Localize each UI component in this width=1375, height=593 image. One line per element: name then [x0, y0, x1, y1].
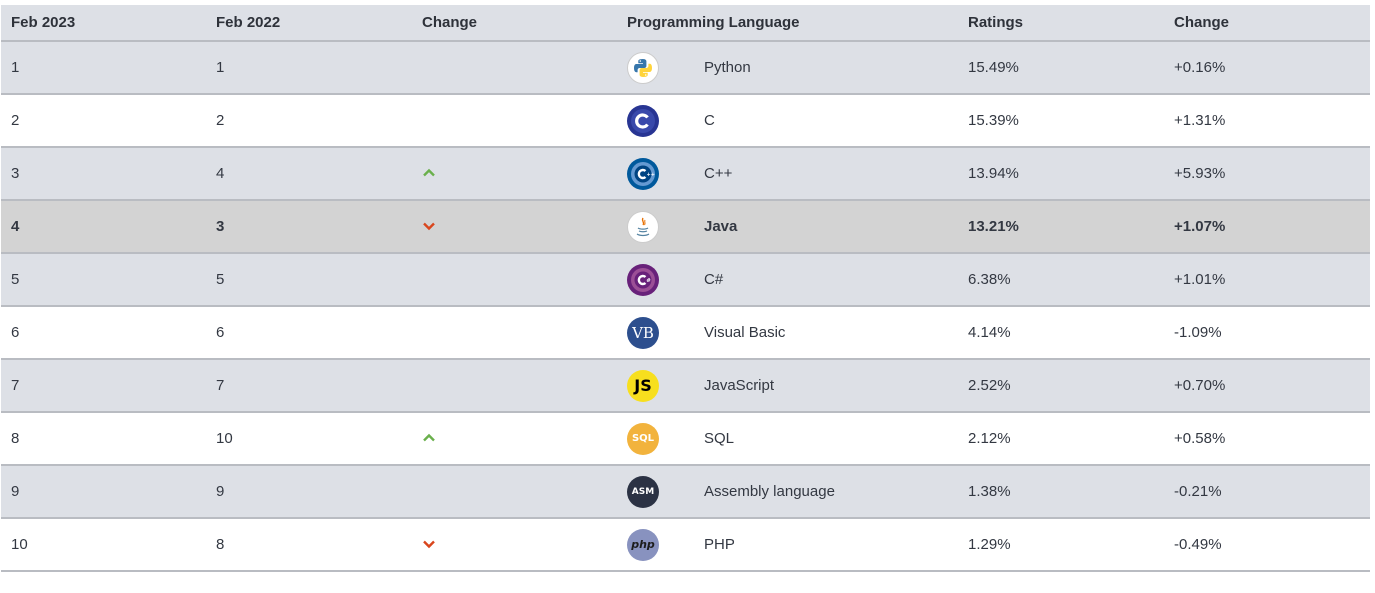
cpp-logo-icon: ++ [617, 147, 694, 200]
rank-change [412, 465, 617, 518]
rating-value: 15.49% [968, 59, 1019, 76]
rating-change: -1.09% [1174, 324, 1222, 341]
rank-change [412, 200, 617, 253]
rating-change: +1.01% [1174, 271, 1226, 288]
rank-previous: 7 [216, 377, 225, 394]
header-ratings[interactable]: Ratings [958, 5, 1164, 42]
rank-change [412, 306, 617, 359]
table-row: 4 3 Java 13.21% +1.07% [1, 200, 1370, 253]
php-logo-icon: php [617, 518, 694, 571]
table-row: 2 2 C 15.39% +1.31% [1, 94, 1370, 147]
rank-previous: 10 [216, 430, 233, 447]
rating-value: 15.39% [968, 112, 1019, 129]
c-logo-icon [617, 94, 694, 147]
rank-change [412, 253, 617, 306]
rating-change: +0.70% [1174, 377, 1226, 394]
svg-text:++: ++ [647, 172, 655, 178]
header-programming-language[interactable]: Programming Language [617, 5, 958, 42]
rating-change: +0.16% [1174, 59, 1226, 76]
table-row: 3 4 ++ C++ 13.94% +5.93% [1, 147, 1370, 200]
rank-previous: 1 [216, 59, 225, 76]
rating-value: 6.38% [968, 271, 1011, 288]
language-name[interactable]: PHP [704, 536, 735, 553]
rating-value: 2.52% [968, 377, 1011, 394]
table-row: 5 5 # C# 6.38% +1.01% [1, 253, 1370, 306]
rank-current: 8 [11, 430, 20, 447]
rating-change: +5.93% [1174, 165, 1226, 182]
tiobe-index-table: Feb 2023 Feb 2022 Change Programming Lan… [1, 5, 1370, 572]
rank-current: 2 [11, 112, 20, 129]
rank-change [412, 41, 617, 94]
rank-previous: 8 [216, 536, 225, 553]
language-name[interactable]: C++ [704, 165, 733, 182]
rating-value: 13.21% [968, 218, 1019, 235]
table-row: 7 7 JS JavaScript 2.52% +0.70% [1, 359, 1370, 412]
rating-value: 2.12% [968, 430, 1011, 447]
rating-change: -0.49% [1174, 536, 1222, 553]
header-feb-2022[interactable]: Feb 2022 [206, 5, 412, 42]
table-row: 10 8 php PHP 1.29% -0.49% [1, 518, 1370, 571]
python-logo-icon [617, 41, 694, 94]
rank-current: 5 [11, 271, 20, 288]
rating-change: +1.31% [1174, 112, 1226, 129]
language-name[interactable]: JavaScript [704, 377, 775, 394]
rating-change: +0.58% [1174, 430, 1226, 447]
rank-current: 7 [11, 377, 20, 394]
header-change[interactable]: Change [412, 5, 617, 42]
table-row: 9 9 ASM Assembly language 1.38% -0.21% [1, 465, 1370, 518]
js-logo-icon: JS [617, 359, 694, 412]
rating-value: 1.29% [968, 536, 1011, 553]
table-row: 8 10 SQL SQL 2.12% +0.58% [1, 412, 1370, 465]
asm-logo-icon: ASM [617, 465, 694, 518]
rating-value: 4.14% [968, 324, 1011, 341]
rank-previous: 9 [216, 483, 225, 500]
language-name[interactable]: Assembly language [704, 483, 835, 500]
rank-previous: 6 [216, 324, 225, 341]
language-name[interactable]: Python [704, 59, 751, 76]
sql-logo-icon: SQL [617, 412, 694, 465]
header-rating-change[interactable]: Change [1164, 5, 1370, 42]
rating-value: 13.94% [968, 165, 1019, 182]
csharp-logo-icon: # [617, 253, 694, 306]
vb-logo-icon: VB [617, 306, 694, 359]
java-logo-icon [617, 200, 694, 253]
rank-change [412, 147, 617, 200]
language-name[interactable]: SQL [704, 430, 735, 447]
language-name[interactable]: C# [704, 271, 724, 288]
rank-current: 6 [11, 324, 20, 341]
rank-change [412, 94, 617, 147]
rank-current: 4 [11, 218, 20, 235]
language-name[interactable]: Visual Basic [704, 324, 786, 341]
header-feb-2023[interactable]: Feb 2023 [1, 5, 206, 42]
rank-previous: 5 [216, 271, 225, 288]
language-name[interactable]: C [704, 112, 715, 129]
rating-change: +1.07% [1174, 218, 1226, 235]
rank-change [412, 359, 617, 412]
rating-change: -0.21% [1174, 483, 1222, 500]
rank-up-arrow-icon [422, 168, 436, 178]
rank-down-arrow-icon [422, 221, 436, 231]
rank-previous: 2 [216, 112, 225, 129]
rank-change [412, 518, 617, 571]
rank-current: 10 [11, 536, 28, 553]
rank-down-arrow-icon [422, 539, 436, 549]
svg-text:#: # [646, 278, 651, 284]
table-row: 6 6 VB Visual Basic 4.14% -1.09% [1, 306, 1370, 359]
rank-previous: 4 [216, 165, 225, 182]
table-body: 1 1 Python 15.49% +0.16% 2 2 C 15.39% +1.31% 3 4 ++ C… [1, 41, 1370, 571]
table-header-row: Feb 2023 Feb 2022 Change Programming Lan… [1, 5, 1370, 42]
table-row: 1 1 Python 15.49% +0.16% [1, 41, 1370, 94]
language-name[interactable]: Java [704, 218, 738, 235]
rank-current: 9 [11, 483, 20, 500]
rank-change [412, 412, 617, 465]
rating-value: 1.38% [968, 483, 1011, 500]
rank-current: 1 [11, 59, 20, 76]
rank-previous: 3 [216, 218, 225, 235]
rank-current: 3 [11, 165, 20, 182]
rank-up-arrow-icon [422, 433, 436, 443]
